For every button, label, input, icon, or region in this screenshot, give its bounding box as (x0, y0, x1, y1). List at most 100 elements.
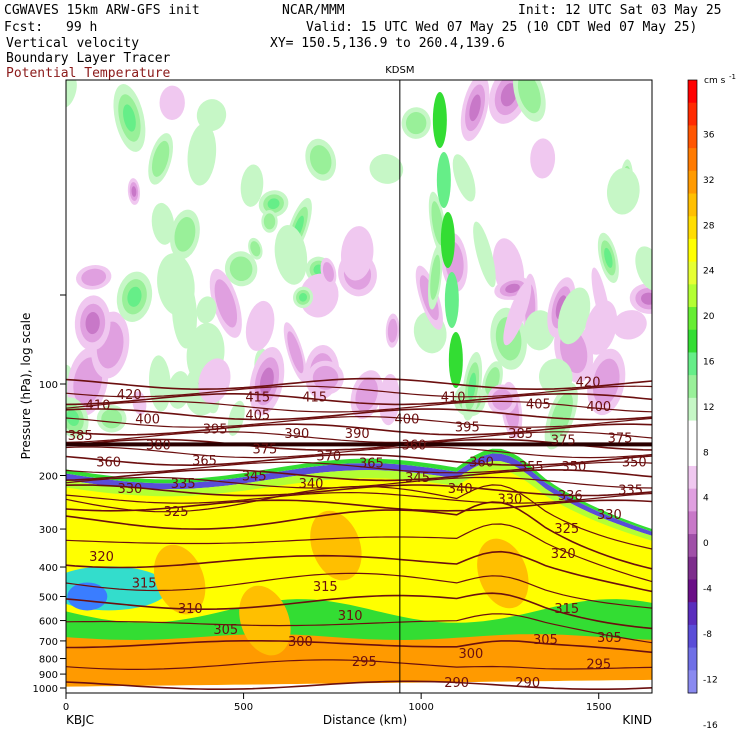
velocity-patch (500, 83, 517, 107)
y-tick-label: 800 (39, 655, 58, 666)
start-station-label: KBJC (66, 713, 94, 727)
plot-frame (65, 79, 653, 694)
colorbar-tick-label: 8 (703, 448, 709, 458)
velocity-patch (287, 331, 304, 374)
colorbar-swatch (688, 125, 697, 149)
theta-label: 400 (395, 413, 420, 428)
velocity-patch (151, 140, 170, 177)
colorbar-swatch (688, 102, 697, 126)
colorbar-swatch (688, 80, 697, 104)
theta-contour (66, 468, 652, 482)
theta-label: 375 (252, 443, 277, 458)
theta-label: 365 (192, 454, 217, 469)
velocity-patch (557, 287, 591, 345)
theta-label: 330 (498, 492, 523, 507)
theta-label: 305 (533, 633, 558, 648)
tracer-fill-orange (239, 585, 291, 656)
y-tick-label: 300 (39, 525, 58, 536)
velocity-patch (440, 212, 455, 268)
theta-contour (66, 408, 652, 421)
theta-contour (66, 613, 652, 644)
velocity-patch (85, 312, 100, 335)
velocity-patch (436, 152, 451, 208)
colorbar-swatch (688, 420, 697, 444)
theta-label: 360 (402, 438, 427, 453)
theta-label: 295 (352, 655, 377, 670)
model-title: CGWAVES 15km ARW-GFS init (4, 3, 200, 18)
tracer-fill-blue (66, 453, 652, 536)
theta-label: 400 (586, 400, 611, 415)
velocity-patch (592, 358, 620, 406)
field-potential-temperature: Potential Temperature (6, 66, 171, 81)
theta-label: 420 (576, 375, 601, 390)
theta-label: 305 (213, 623, 238, 638)
velocity-patch (274, 225, 308, 285)
theta-contour (66, 659, 652, 670)
velocity-patch (635, 246, 652, 291)
colorbar-swatch (688, 193, 697, 217)
colorbar-swatch (688, 624, 697, 649)
theta-label: 330 (118, 482, 143, 497)
velocity-patch (505, 283, 520, 293)
velocity-patch (123, 104, 136, 132)
velocity-patch (473, 221, 496, 288)
tracer-fill-lime (66, 461, 652, 541)
plot-area: 420 415 415 410 410 420 405 405 400 400 400 395 395 3… (66, 80, 652, 693)
velocity-patch (196, 296, 217, 324)
theta-contour (66, 491, 652, 504)
x-axis-title: Distance (km) (323, 713, 407, 727)
y-tick-label: 200 (39, 472, 58, 483)
colorbar-swatch (688, 284, 697, 308)
theta-label: 305 (597, 631, 622, 646)
theta-label: 340 (299, 477, 324, 492)
velocity-patch (312, 365, 339, 390)
theta-contour (66, 680, 652, 690)
velocity-patch (159, 85, 185, 120)
theta-contour (66, 423, 652, 436)
theta-label: 355 (519, 460, 544, 475)
theta-label: 410 (86, 399, 111, 414)
theta-contour (66, 640, 652, 654)
theta-label: 320 (551, 547, 576, 562)
velocity-patch (127, 286, 142, 307)
y-tick-label: 900 (39, 670, 58, 681)
theta-contour (66, 377, 652, 391)
end-station-label: KIND (622, 713, 652, 727)
velocity-patch (604, 247, 613, 268)
mid-station-label: KDSM (385, 65, 414, 76)
colorbar-tick-label: 0 (703, 539, 709, 549)
velocity-patch (378, 374, 400, 426)
potential-temperature-labels: 420 415 415 410 410 420 405 405 400 400 400 395 395 3… (68, 375, 647, 691)
theta-label: 360 (96, 456, 121, 471)
theta-label: 295 (586, 657, 611, 672)
velocity-patch (101, 409, 123, 429)
velocity-patch (469, 94, 481, 122)
x-tick-label: 500 (234, 702, 253, 713)
theta-label: 340 (448, 482, 473, 497)
velocity-patch (66, 80, 77, 108)
tropopause-band (66, 442, 652, 447)
colorbar-swatch (688, 647, 697, 671)
velocity-patch (66, 409, 80, 427)
velocity-patch (267, 198, 280, 210)
velocity-patch (214, 279, 238, 328)
theta-label: 345 (405, 471, 430, 486)
theta-label: 365 (359, 456, 384, 471)
theta-label: 320 (89, 550, 114, 565)
theta-label: 310 (338, 609, 363, 624)
colorbar-tick-label: -4 (703, 585, 712, 595)
colorbar-swatch (688, 465, 697, 490)
velocity-patch (187, 123, 217, 186)
tracer-fill-orange (153, 544, 206, 615)
y-tick-label: 600 (39, 617, 58, 628)
velocity-patch (503, 280, 532, 346)
velocity-patch (369, 154, 404, 184)
cross-section-endpoints: XY= 150.5,136.9 to 260.4,139.6 (270, 36, 505, 51)
theta-label: 315 (554, 602, 579, 617)
tracer-fill-orange (477, 538, 529, 609)
velocity-patch (167, 371, 191, 409)
colorbar-swatch (688, 238, 697, 263)
velocity-patch (250, 241, 261, 257)
x-axis-ticks: 0 500 1000 1500 (63, 693, 611, 713)
